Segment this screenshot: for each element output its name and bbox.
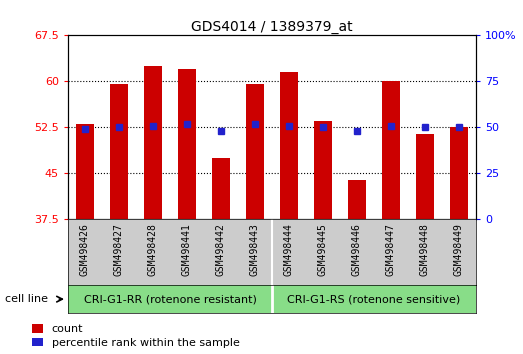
Text: GSM498447: GSM498447 bbox=[386, 223, 396, 276]
Bar bbox=[416, 133, 434, 219]
Text: cell line: cell line bbox=[5, 294, 48, 304]
Text: GSM498442: GSM498442 bbox=[216, 223, 226, 276]
Bar bbox=[450, 127, 468, 219]
Title: GDS4014 / 1389379_at: GDS4014 / 1389379_at bbox=[191, 21, 353, 34]
Bar bbox=[246, 85, 264, 219]
Text: GSM498444: GSM498444 bbox=[284, 223, 294, 276]
Text: GSM498448: GSM498448 bbox=[420, 223, 430, 276]
Bar bbox=[144, 66, 162, 219]
Text: GSM498449: GSM498449 bbox=[454, 223, 464, 276]
Text: GSM498441: GSM498441 bbox=[182, 223, 192, 276]
Bar bbox=[76, 124, 94, 219]
Text: GSM498445: GSM498445 bbox=[318, 223, 328, 276]
Bar bbox=[110, 85, 128, 219]
Text: GSM498427: GSM498427 bbox=[114, 223, 124, 276]
Bar bbox=[178, 69, 196, 219]
Text: GSM498443: GSM498443 bbox=[250, 223, 260, 276]
Text: GSM498428: GSM498428 bbox=[148, 223, 158, 276]
Bar bbox=[212, 158, 230, 219]
Bar bbox=[280, 72, 298, 219]
Text: CRI-G1-RR (rotenone resistant): CRI-G1-RR (rotenone resistant) bbox=[84, 294, 256, 304]
Text: GSM498426: GSM498426 bbox=[80, 223, 90, 276]
Bar bbox=[382, 81, 400, 219]
Text: GSM498446: GSM498446 bbox=[352, 223, 362, 276]
Legend: count, percentile rank within the sample: count, percentile rank within the sample bbox=[32, 324, 240, 348]
Bar bbox=[348, 179, 366, 219]
Bar bbox=[314, 121, 332, 219]
Text: CRI-G1-RS (rotenone sensitive): CRI-G1-RS (rotenone sensitive) bbox=[287, 294, 461, 304]
